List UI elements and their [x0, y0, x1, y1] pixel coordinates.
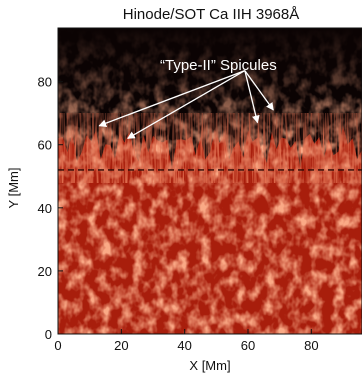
x-tick-label: 60	[241, 338, 255, 353]
annotation-arrows	[98, 69, 274, 139]
annotation-arrow-4	[244, 70, 274, 111]
image-area	[58, 28, 362, 334]
plot-frame	[57, 27, 362, 335]
y-tick-label: 40	[38, 201, 52, 216]
image-title: Hinode/SOT Ca IIH 3968Å	[122, 6, 300, 23]
x-tick-label: 0	[54, 338, 61, 353]
x-tick-label: 40	[177, 338, 191, 353]
x-axis-label: X [Mm]	[189, 358, 230, 373]
x-tick-label: 20	[114, 338, 128, 353]
y-tick-label: 20	[38, 264, 52, 279]
x-axis-ticks: 0 20 40 60 80	[54, 329, 319, 353]
annotation-arrow-1	[98, 69, 246, 127]
annotation-label: “Type-II” Spicules	[160, 57, 277, 74]
y-tick-label: 80	[38, 75, 52, 90]
x-tick-label: 80	[304, 338, 318, 353]
annotation-arrow-3	[244, 70, 260, 124]
sky-fade	[58, 28, 362, 145]
y-axis-ticks: 0 20 40 60 80	[38, 75, 63, 342]
annotation-arrow-2	[126, 70, 246, 139]
y-tick-label: 60	[38, 138, 52, 153]
y-axis-label: Y [Mm]	[6, 168, 21, 209]
spicule-annotation: “Type-II” Spicules	[98, 57, 277, 139]
y-tick-label: 0	[45, 327, 52, 342]
